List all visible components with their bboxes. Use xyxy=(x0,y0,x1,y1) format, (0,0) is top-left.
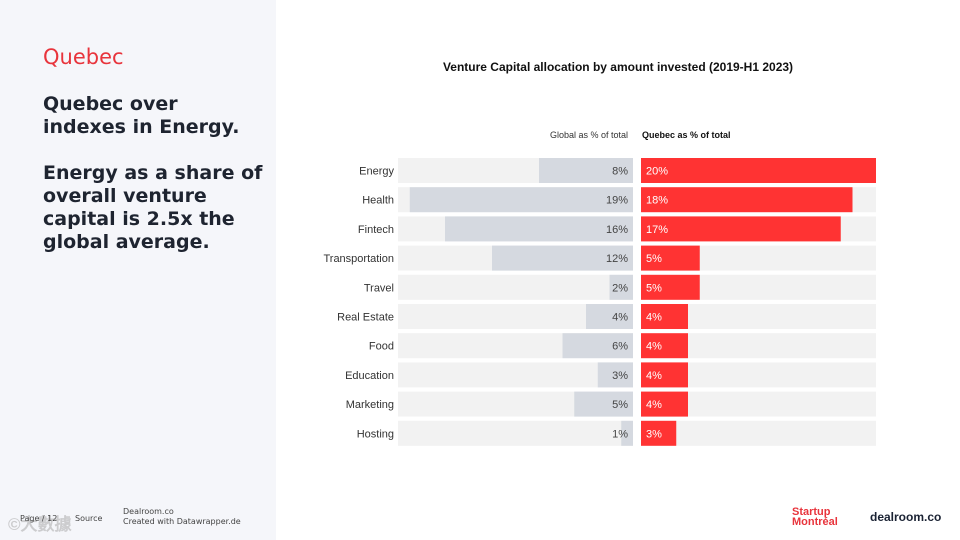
category-label-marketing: Marketing xyxy=(346,399,394,411)
category-label-education: Education xyxy=(345,370,394,382)
page-number: Page / 12 xyxy=(20,514,58,523)
quebec-bar-fintech xyxy=(641,216,841,242)
global-bar-transportation xyxy=(492,245,633,271)
startup-logo-line-2: Montréal xyxy=(792,516,838,528)
category-label-transportation: Transportation xyxy=(323,253,394,265)
category-label-travel: Travel xyxy=(364,282,394,294)
global-value-travel: 2% xyxy=(612,282,628,294)
watermark: ©大數據 xyxy=(8,515,72,534)
global-value-education: 3% xyxy=(612,370,628,382)
global-bar-marketing xyxy=(574,391,633,417)
global-bar-hosting xyxy=(621,420,633,446)
quebec-bar-travel xyxy=(641,274,700,300)
left-panel: Quebec Quebec over indexes in Energy. En… xyxy=(0,0,276,540)
global-track-hosting xyxy=(398,420,633,446)
source-lines: Dealroom.co Created with Datawrapper.de xyxy=(123,507,241,527)
headline-2: Energy as a share of overall venture cap… xyxy=(43,162,263,253)
global-value-energy: 8% xyxy=(612,166,628,178)
quebec-value-fintech: 17% xyxy=(646,224,668,236)
global-track-travel xyxy=(398,274,633,300)
quebec-value-education: 4% xyxy=(646,370,662,382)
quebec-bar-real-estate xyxy=(641,304,688,329)
global-column-header: Global as % of total xyxy=(549,130,628,140)
quebec-track-hosting xyxy=(641,420,876,446)
global-bar-travel xyxy=(609,274,633,300)
global-bar-real-estate xyxy=(586,304,633,329)
region-title: Quebec xyxy=(43,45,124,69)
global-value-fintech: 16% xyxy=(606,224,628,236)
quebec-value-real-estate: 4% xyxy=(646,312,662,324)
global-bar-energy xyxy=(539,158,633,183)
headline-1: Quebec over indexes in Energy. xyxy=(43,93,240,138)
quebec-value-marketing: 4% xyxy=(646,399,662,411)
quebec-value-transportation: 5% xyxy=(646,253,662,265)
source-line-2: Created with Datawrapper.de xyxy=(123,517,241,526)
global-value-health: 19% xyxy=(606,195,628,207)
source-line-1: Dealroom.co xyxy=(123,507,174,516)
global-bar-education xyxy=(597,362,633,388)
global-value-hosting: 1% xyxy=(612,428,628,440)
quebec-bar-food xyxy=(641,333,688,359)
global-bar-food xyxy=(562,333,633,359)
global-bar-health xyxy=(409,187,633,213)
quebec-value-hosting: 3% xyxy=(646,428,662,440)
headline: Quebec over indexes in Energy. Energy as… xyxy=(43,93,263,277)
chart-title: Venture Capital allocation by amount inv… xyxy=(442,60,794,74)
category-label-food: Food xyxy=(369,341,394,353)
category-label-health: Health xyxy=(362,195,394,207)
dealroom-logo: dealroom.co xyxy=(870,510,942,524)
quebec-bar-education xyxy=(641,362,688,388)
global-bar-fintech xyxy=(445,216,633,242)
global-track-education xyxy=(398,362,633,388)
global-value-transportation: 12% xyxy=(606,253,628,265)
source-label: Source xyxy=(75,514,103,523)
quebec-value-energy: 20% xyxy=(646,166,668,178)
global-value-marketing: 5% xyxy=(612,399,628,411)
quebec-value-health: 18% xyxy=(646,195,668,207)
startup-logo-line-1: Startup xyxy=(792,506,831,518)
global-value-food: 6% xyxy=(612,341,628,353)
quebec-bar-health xyxy=(641,187,853,213)
startup-montreal-logo: Startup Montréal xyxy=(792,506,838,528)
quebec-bar-hosting xyxy=(641,420,677,446)
category-label-fintech: Fintech xyxy=(358,224,394,236)
quebec-bar-transportation xyxy=(641,245,700,271)
global-value-real-estate: 4% xyxy=(612,312,628,324)
category-label-hosting: Hosting xyxy=(357,428,394,440)
quebec-value-food: 4% xyxy=(646,341,662,353)
quebec-bar-marketing xyxy=(641,391,688,417)
quebec-value-travel: 5% xyxy=(646,282,662,294)
quebec-column-header: Quebec as % of total xyxy=(642,130,731,140)
category-label-real-estate: Real Estate xyxy=(337,312,394,324)
quebec-bar-energy xyxy=(641,158,876,183)
category-label-energy: Energy xyxy=(359,166,394,178)
